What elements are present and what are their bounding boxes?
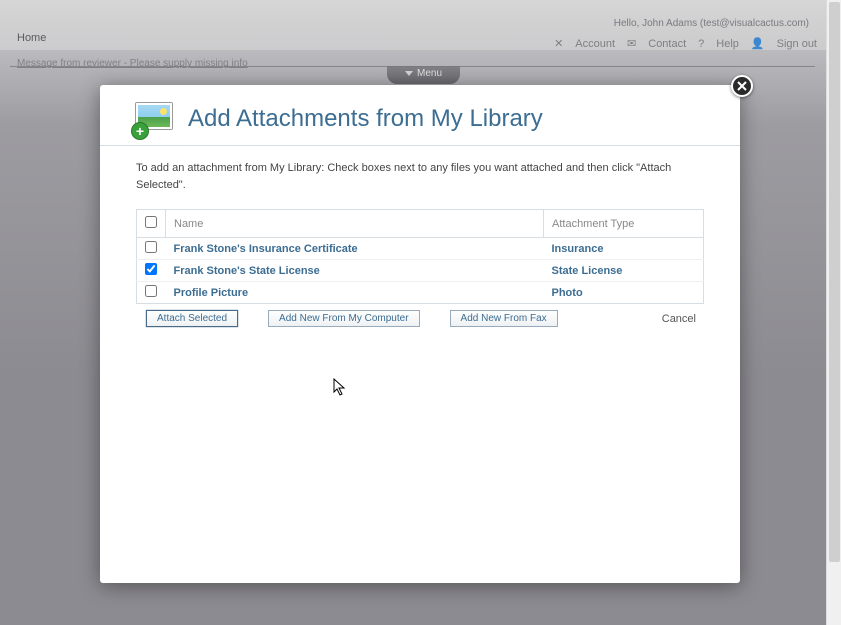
scrollbar[interactable]: [826, 0, 841, 625]
instructions-text: To add an attachment from My Library: Ch…: [136, 160, 704, 193]
attachment-type-link[interactable]: Photo: [552, 287, 583, 299]
message-line[interactable]: Message from reviewer - Please supply mi…: [17, 58, 248, 69]
nav-signout-icon: 👤: [751, 37, 765, 50]
modal-header: + Add Attachments from My Library: [100, 85, 740, 146]
col-checkbox: [137, 210, 166, 238]
nav-contact[interactable]: Contact: [648, 38, 686, 50]
modal-title: Add Attachments from My Library: [188, 105, 543, 133]
nav-account-icon: ✕: [554, 37, 563, 50]
select-all-checkbox[interactable]: [145, 216, 157, 228]
add-from-computer-button[interactable]: Add New From My Computer: [268, 310, 419, 327]
file-name-link[interactable]: Frank Stone's Insurance Certificate: [174, 243, 358, 255]
row-checkbox[interactable]: [145, 285, 157, 297]
close-button[interactable]: [731, 75, 753, 97]
close-icon: [737, 81, 747, 91]
add-from-fax-button[interactable]: Add New From Fax: [450, 310, 558, 327]
chevron-down-icon: [405, 71, 413, 76]
menu-label: Menu: [417, 68, 442, 79]
nav-signout[interactable]: Sign out: [777, 38, 817, 50]
scrollbar-thumb[interactable]: [829, 2, 840, 562]
action-row: Attach Selected Add New From My Computer…: [136, 310, 704, 327]
menu-pill[interactable]: Menu: [387, 66, 460, 84]
attachment-type-link[interactable]: State License: [552, 265, 623, 277]
nav-contact-icon: ✉: [627, 37, 636, 50]
attachments-table: Name Attachment Type Frank Stone's Insur…: [136, 209, 704, 304]
file-name-link[interactable]: Profile Picture: [174, 287, 249, 299]
nav-help[interactable]: Help: [716, 38, 739, 50]
library-photo-icon: +: [136, 103, 176, 135]
nav-help-icon: ?: [698, 38, 704, 50]
row-checkbox[interactable]: [145, 241, 157, 253]
attachment-type-link[interactable]: Insurance: [552, 243, 604, 255]
attach-selected-button[interactable]: Attach Selected: [146, 310, 238, 327]
top-nav: ✕ Account ✉ Contact ? Help 👤 Sign out: [554, 37, 817, 50]
col-name: Name: [166, 210, 544, 238]
row-checkbox[interactable]: [145, 263, 157, 275]
modal-add-attachments: + Add Attachments from My Library To add…: [100, 85, 740, 583]
greeting-text: Hello, John Adams (test@visualcactus.com…: [614, 18, 809, 29]
table-row: Profile Picture Photo: [137, 282, 704, 304]
cancel-link[interactable]: Cancel: [662, 313, 696, 325]
file-name-link[interactable]: Frank Stone's State License: [174, 265, 320, 277]
plus-badge-icon: +: [132, 123, 148, 139]
table-row: Frank Stone's Insurance Certificate Insur…: [137, 238, 704, 260]
col-type: Attachment Type: [544, 210, 704, 238]
table-row: Frank Stone's State License State License: [137, 260, 704, 282]
home-link[interactable]: Home: [17, 32, 46, 44]
modal-body: To add an attachment from My Library: Ch…: [100, 146, 740, 341]
cursor-icon: [333, 378, 349, 398]
nav-account[interactable]: Account: [575, 38, 615, 50]
